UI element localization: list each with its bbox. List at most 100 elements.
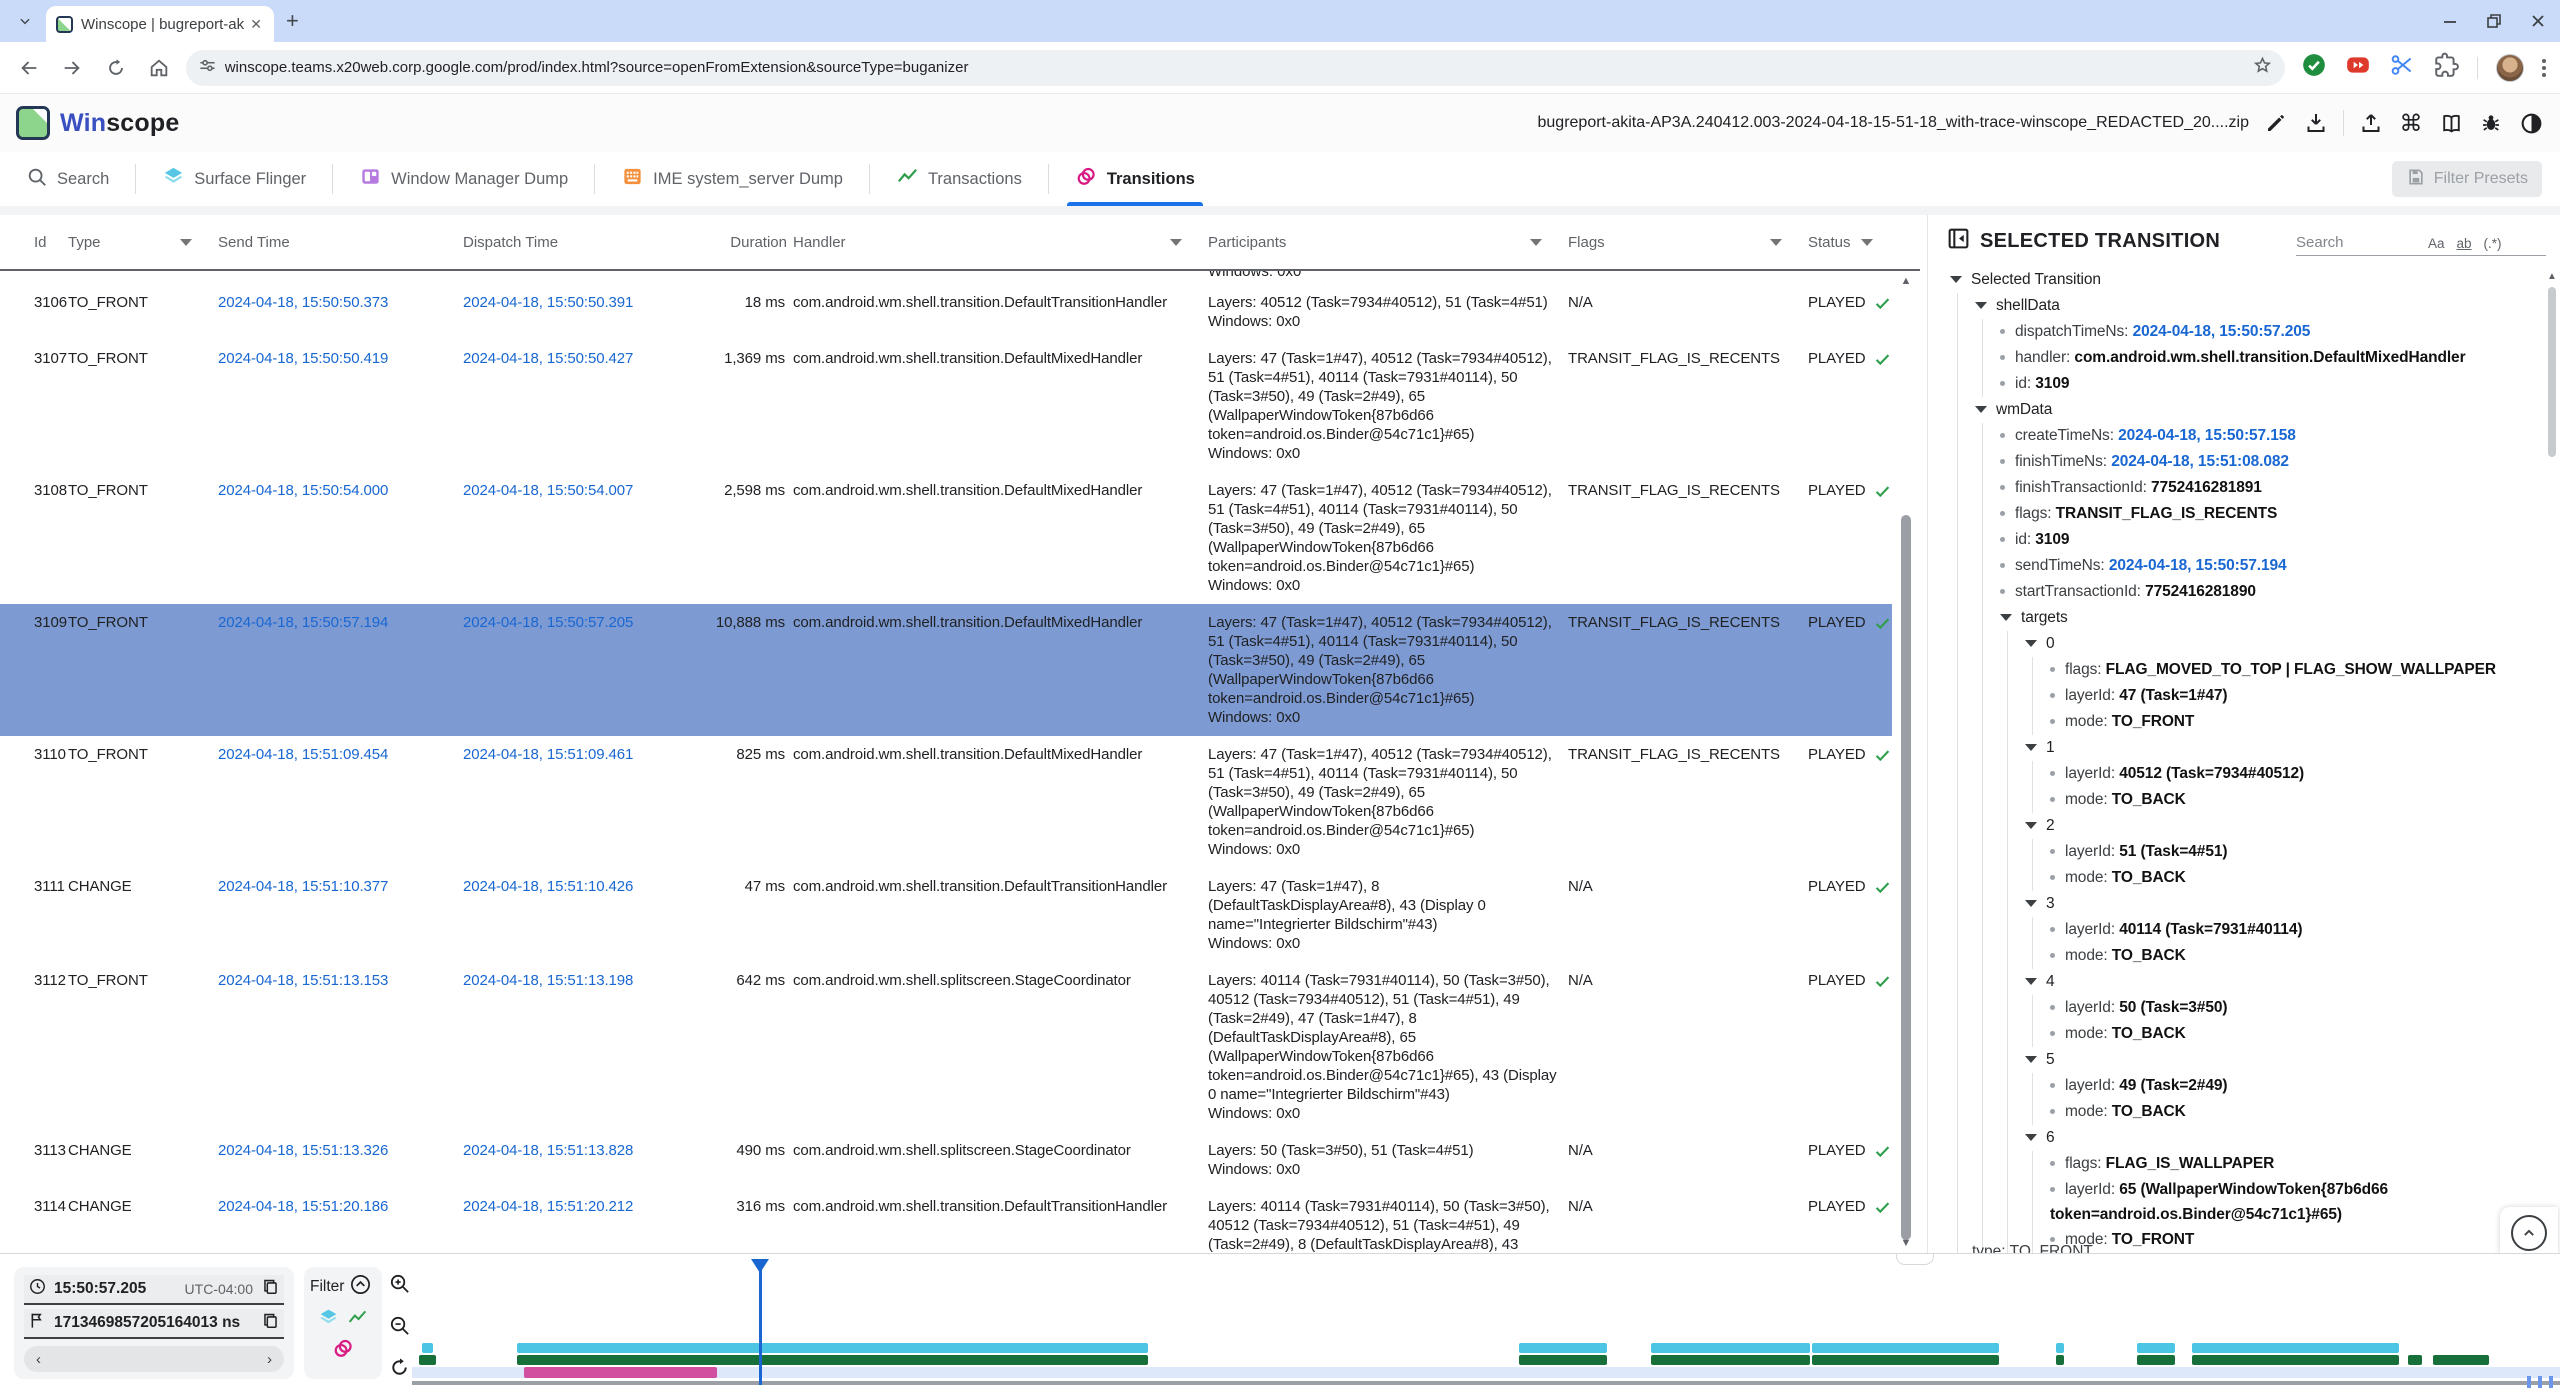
col-header-type[interactable]: Type [68, 234, 218, 251]
col-header-handler[interactable]: Handler [793, 234, 1208, 251]
upload-icon[interactable] [2358, 111, 2384, 135]
tree-search-input[interactable] [2296, 234, 2416, 251]
table-row[interactable]: 3114 CHANGE 2024-04-18, 15:51:20.186 2024-0… [0, 1188, 1892, 1253]
line-chart-icon[interactable] [347, 1307, 368, 1333]
tree-leaf[interactable]: dispatchTimeNs: 2024-04-18, 15:50:57.205 [1992, 319, 2544, 345]
download-icon[interactable] [2303, 111, 2329, 135]
scroll-up-icon[interactable]: ▲ [1900, 275, 1912, 287]
dark-mode-toggle-icon[interactable] [2518, 111, 2544, 136]
profile-avatar[interactable] [2496, 53, 2524, 82]
tree-leaf[interactable]: createTimeNs: 2024-04-18, 15:50:57.158 [1992, 423, 2544, 449]
match-case-toggle[interactable]: Aa [2428, 236, 2445, 251]
scroll-to-top-button[interactable] [2511, 1215, 2547, 1251]
extension-scissors-icon[interactable] [2389, 52, 2415, 83]
surface-flinger-trace-segment[interactable] [1519, 1343, 1607, 1353]
tree-node[interactable]: wmData [1967, 397, 2544, 423]
tree-node[interactable]: 6 [2017, 1125, 2544, 1151]
transition-segment[interactable] [524, 1367, 717, 1378]
report-bug-icon[interactable] [2478, 111, 2504, 135]
window-close-button[interactable] [2530, 13, 2546, 29]
surface-flinger-trace-segment[interactable] [517, 1343, 1148, 1353]
tree-leaf[interactable]: mode: TO_BACK [2042, 1021, 2544, 1047]
collapse-panel-icon[interactable] [1946, 226, 1971, 256]
tree-leaf[interactable]: layerId: 40512 (Task=7934#40512) [2042, 761, 2544, 787]
panel-scrollbar[interactable]: ▲ [2546, 271, 2558, 1193]
chevron-down-icon[interactable] [1975, 302, 1987, 310]
surface-flinger-trace-segment[interactable] [1812, 1343, 1999, 1353]
table-row[interactable]: 3108 TO_FRONT 2024-04-18, 15:50:54.000 2024… [0, 472, 1892, 604]
table-row[interactable]: 3111 CHANGE 2024-04-18, 15:51:10.377 2024-0… [0, 868, 1892, 962]
tree-leaf[interactable]: mode: TO_BACK [2042, 1099, 2544, 1125]
documentation-icon[interactable] [2438, 111, 2464, 136]
col-header-send-time[interactable]: Send Time [218, 233, 290, 251]
tree-leaf[interactable]: layerId: 65 (WallpaperWindowToken{87b6d6… [2050, 1181, 2389, 1223]
filter-caret-icon[interactable] [180, 238, 192, 246]
transitions-icon[interactable] [332, 1337, 355, 1365]
tab-search-icon[interactable] [10, 6, 40, 36]
tree-leaf[interactable]: finishTransactionId: 7752416281891 [1992, 475, 2544, 501]
shortcuts-icon[interactable]: ⌘ [2399, 109, 2423, 136]
match-word-toggle[interactable]: ab [2456, 236, 2472, 251]
tree-leaf[interactable]: flags: FLAG_IS_WALLPAPER [2042, 1151, 2544, 1177]
timeline-scrollbar-track[interactable] [412, 1381, 2560, 1385]
tree-leaf[interactable]: finishTimeNs: 2024-04-18, 15:51:08.082 [1992, 449, 2544, 475]
regex-toggle[interactable]: (.*) [2483, 236, 2502, 251]
scrollbar-thumb[interactable] [1901, 515, 1911, 1240]
chevron-down-icon[interactable] [2025, 744, 2037, 752]
chevron-down-icon[interactable] [2025, 822, 2037, 830]
surface-flinger-trace-segment[interactable] [2056, 1343, 2064, 1353]
collapse-filter-button[interactable] [349, 1273, 372, 1301]
reset-zoom-icon[interactable] [388, 1356, 411, 1384]
transactions-trace-segment[interactable] [2192, 1355, 2399, 1365]
transactions-trace-segment[interactable] [1651, 1355, 1810, 1365]
filter-presets-button[interactable]: Filter Presets [2391, 161, 2542, 197]
surface-flinger-trace-segment[interactable] [1651, 1343, 1810, 1353]
tree-leaf[interactable]: id: 3109 [1992, 371, 2544, 397]
tree-leaf[interactable]: mode: TO_BACK [2042, 787, 2544, 813]
transactions-trace-segment[interactable] [1519, 1355, 1607, 1365]
chevron-down-icon[interactable] [2025, 640, 2037, 648]
tree-leaf[interactable]: handler: com.android.wm.shell.transition… [1992, 345, 2544, 371]
tab-transactions[interactable]: Transactions [870, 152, 1048, 206]
tree-node[interactable]: shellData [1967, 293, 2544, 319]
site-settings-icon[interactable] [198, 56, 217, 80]
table-scrollbar[interactable]: ▲ ▼ [1898, 275, 1914, 1249]
tree-leaf[interactable]: mode: TO_FRONT [2042, 709, 2544, 735]
chevron-down-icon[interactable] [2025, 900, 2037, 908]
chevron-down-icon[interactable] [2025, 1056, 2037, 1064]
tree-leaf[interactable]: mode: TO_BACK [2042, 865, 2544, 891]
col-header-participants[interactable]: Participants [1208, 234, 1568, 251]
tree-node[interactable]: 5 [2017, 1047, 2544, 1073]
extensions-puzzle-icon[interactable] [2433, 52, 2459, 83]
tree-leaf[interactable]: mode: TO_FRONT [2042, 1227, 2544, 1253]
window-minimize-button[interactable] [2442, 13, 2458, 29]
transactions-trace-segment[interactable] [419, 1355, 436, 1365]
tree-leaf[interactable]: layerId: 47 (Task=1#47) [2042, 683, 2544, 709]
col-header-duration[interactable]: Duration [730, 233, 787, 251]
table-row[interactable]: 3110 TO_FRONT 2024-04-18, 15:51:09.454 2024… [0, 736, 1892, 868]
edit-icon[interactable] [2263, 111, 2289, 135]
chevron-down-icon[interactable] [1975, 406, 1987, 414]
url-bar[interactable]: winscope.teams.x20web.corp.google.com/pr… [185, 49, 2285, 86]
next-entry-button[interactable]: › [267, 1350, 272, 1368]
tree-leaf[interactable]: flags: TRANSIT_FLAG_IS_RECENTS [1992, 501, 2544, 527]
col-header-status[interactable]: Status [1808, 234, 1920, 251]
tree-node[interactable]: 2 [2017, 813, 2544, 839]
scrollbar-thumb[interactable] [2548, 287, 2556, 457]
copy-icon[interactable] [261, 1311, 280, 1335]
extension-check-icon[interactable] [2301, 52, 2327, 83]
tree-node[interactable]: 0 [2017, 631, 2544, 657]
surface-flinger-trace-segment[interactable] [2192, 1343, 2399, 1353]
table-row[interactable]: 3109 TO_FRONT 2024-04-18, 15:50:57.194 2024… [0, 604, 1892, 736]
layers-icon[interactable] [318, 1307, 339, 1333]
transactions-trace-segment[interactable] [517, 1355, 1148, 1365]
filter-caret-icon[interactable] [1860, 238, 1873, 246]
transactions-trace-segment[interactable] [2433, 1355, 2489, 1365]
timeline-canvas[interactable] [412, 1254, 2560, 1392]
table-row[interactable]: 3106 TO_FRONT 2024-04-18, 15:50:50.373 2024… [0, 284, 1892, 340]
new-tab-button[interactable]: + [286, 8, 299, 33]
filter-caret-icon[interactable] [1170, 238, 1182, 246]
table-row[interactable]: 3113 CHANGE 2024-04-18, 15:51:13.326 2024-0… [0, 1132, 1892, 1188]
scroll-down-icon[interactable]: ▼ [1900, 1237, 1912, 1249]
tree-node[interactable]: 1 [2017, 735, 2544, 761]
